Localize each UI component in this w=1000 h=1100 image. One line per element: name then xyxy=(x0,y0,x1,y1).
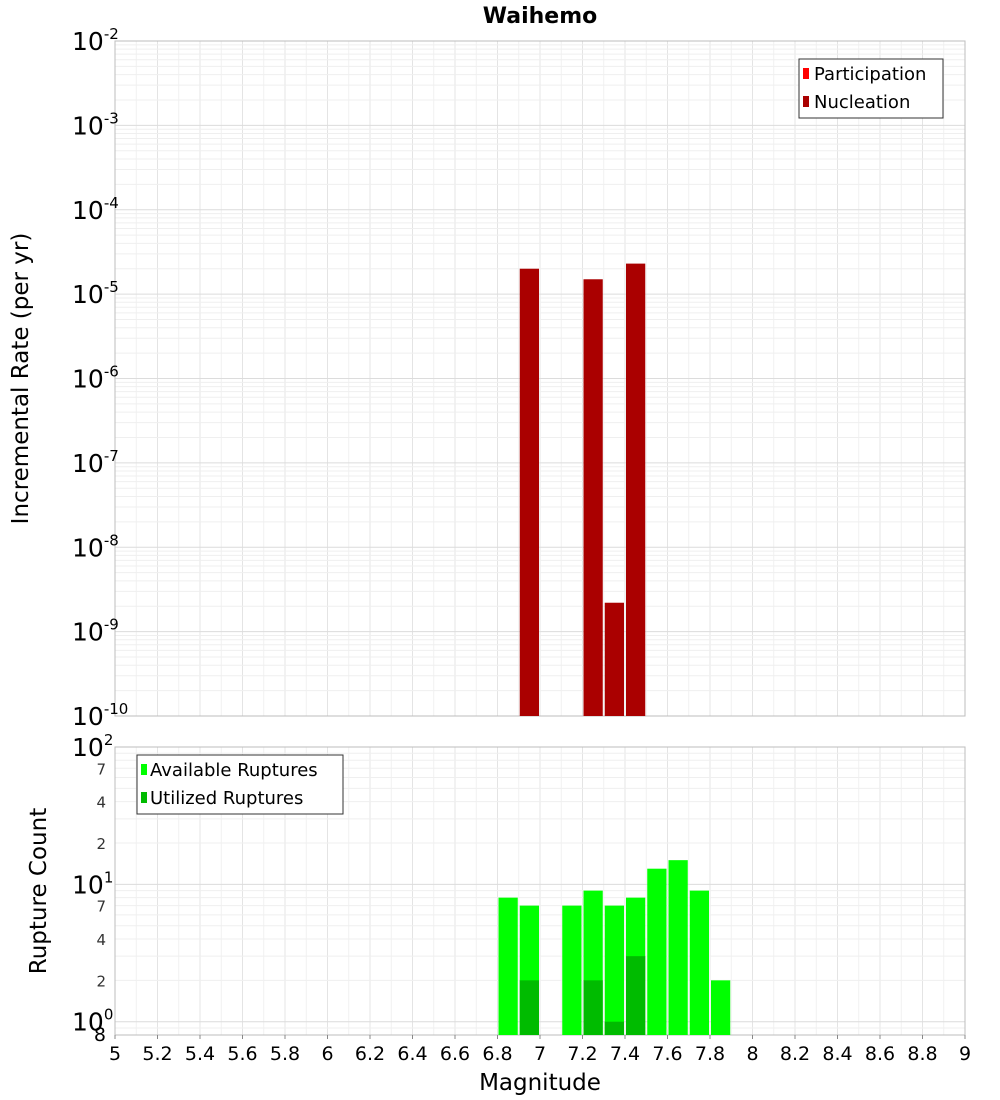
x-tick-label: 8.8 xyxy=(907,1043,937,1065)
count-legend-box xyxy=(136,754,344,815)
x-tick-label: 5 xyxy=(109,1043,121,1065)
count-y-minor-label: 8 xyxy=(94,1024,106,1046)
rate-y-tick-label: 10-2 xyxy=(72,25,119,56)
count-bar-utilized-ruptures xyxy=(583,980,603,1035)
rate-legend-swatch xyxy=(803,96,809,107)
x-tick-label: 5.2 xyxy=(142,1043,172,1065)
count-bar-available-ruptures xyxy=(711,980,731,1035)
rate-y-tick-label: 10-6 xyxy=(72,363,119,394)
rate-bar-nucleation xyxy=(604,602,624,716)
x-tick-label: 9 xyxy=(959,1043,971,1065)
x-tick-label: 5.8 xyxy=(270,1043,300,1065)
count-y-minor-label: 7 xyxy=(96,760,106,778)
count-y-axis-label: Rupture Count xyxy=(26,808,52,974)
count-y-minor-label: 2 xyxy=(96,835,106,853)
rate-panel-plot-frame xyxy=(114,40,966,717)
x-tick-label: 7.8 xyxy=(695,1043,725,1065)
rate-legend: Participation Nucleation xyxy=(798,58,944,119)
count-y-minor-label: 2 xyxy=(96,972,106,990)
count-legend-label: Utilized Ruptures xyxy=(150,788,303,809)
count-legend-swatch xyxy=(141,764,147,775)
rate-legend-label: Participation xyxy=(814,64,926,85)
rate-y-tick-label: 10-9 xyxy=(72,616,119,647)
rate-legend-label: Nucleation xyxy=(814,92,910,113)
x-tick-label: 6 xyxy=(321,1043,333,1065)
x-tick-label: 7.4 xyxy=(610,1043,640,1065)
count-bar-available-ruptures xyxy=(562,905,582,1035)
count-bar-available-ruptures xyxy=(668,860,688,1035)
rate-bar-nucleation xyxy=(583,279,603,716)
rate-y-axis-label: Incremental Rate (per yr) xyxy=(8,233,34,525)
x-axis-label: Magnitude xyxy=(479,1070,601,1096)
x-tick-label: 7 xyxy=(534,1043,546,1065)
count-y-minor-label: 4 xyxy=(96,794,106,812)
rate-y-tick-label: 10-8 xyxy=(72,531,119,562)
count-y-tick-label: 102 xyxy=(72,731,113,762)
count-bar-utilized-ruptures xyxy=(519,980,539,1035)
count-bar-utilized-ruptures xyxy=(626,956,646,1035)
x-tick-label: 7.2 xyxy=(567,1043,597,1065)
x-tick-label: 6.4 xyxy=(397,1043,427,1065)
x-tick-label: 6.8 xyxy=(482,1043,512,1065)
count-y-minor-label: 7 xyxy=(96,898,106,916)
count-legend-label: Available Ruptures xyxy=(150,760,318,781)
rate-bar-nucleation xyxy=(626,263,646,716)
rate-legend-box xyxy=(798,58,944,119)
x-tick-label: 5.6 xyxy=(227,1043,257,1065)
count-bar-available-ruptures xyxy=(604,905,624,1035)
count-bar-utilized-ruptures xyxy=(604,1021,624,1035)
x-tick-label: 8.6 xyxy=(865,1043,895,1065)
rate-y-tick-label: 10-10 xyxy=(72,700,128,731)
rate-y-tick-label: 10-5 xyxy=(72,278,119,309)
count-bar-available-ruptures xyxy=(689,890,709,1035)
count-y-tick-label: 101 xyxy=(72,868,113,899)
x-tick-label: 8.4 xyxy=(822,1043,852,1065)
x-tick-label: 6.6 xyxy=(440,1043,470,1065)
rate-y-tick-label: 10-3 xyxy=(72,109,119,140)
rate-y-tick-label: 10-7 xyxy=(72,447,119,478)
x-tick-label: 8.2 xyxy=(780,1043,810,1065)
x-tick-label: 8 xyxy=(746,1043,758,1065)
chart-title: Waihemo xyxy=(483,4,598,29)
count-bar-available-ruptures xyxy=(647,868,667,1035)
rate-y-tick-label: 10-4 xyxy=(72,194,119,225)
count-bar-available-ruptures xyxy=(498,897,518,1035)
rate-legend-swatch xyxy=(803,68,809,79)
count-y-minor-label: 4 xyxy=(96,931,106,949)
x-tick-label: 6.2 xyxy=(355,1043,385,1065)
count-legend: Available Ruptures Utilized Ruptures xyxy=(136,754,344,815)
x-tick-label: 5.4 xyxy=(185,1043,215,1065)
count-legend-swatch xyxy=(141,792,147,803)
x-tick-label: 7.6 xyxy=(652,1043,682,1065)
count-y-tick-label: 100 xyxy=(72,1006,113,1037)
rate-bar-nucleation xyxy=(519,268,539,716)
rate-panel-grid xyxy=(114,40,966,717)
